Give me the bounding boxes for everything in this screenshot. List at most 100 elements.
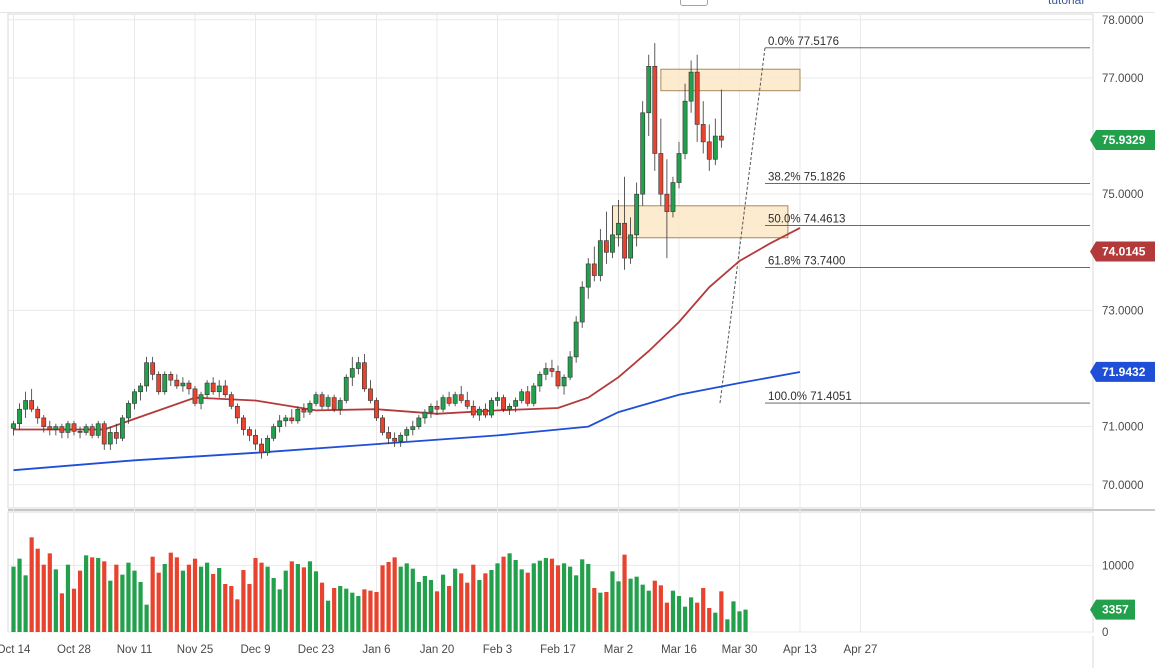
volume-tick-label: 10000	[1102, 560, 1134, 572]
candle-body	[616, 222, 621, 236]
support-zone	[611, 205, 789, 239]
volume-bar	[241, 570, 246, 632]
candle-body	[23, 400, 28, 410]
volume-bar	[301, 567, 306, 632]
candle-body	[392, 437, 398, 442]
candle-body	[567, 356, 573, 378]
candle-body	[126, 403, 131, 419]
volume-bar	[186, 564, 192, 632]
toolbar-control[interactable]	[680, 0, 708, 6]
volume-bar	[568, 566, 573, 632]
volume-bar	[84, 555, 89, 632]
candle-body	[47, 426, 53, 430]
volume-bar	[332, 588, 337, 632]
volume-bar	[592, 588, 597, 632]
volume-bar	[695, 602, 700, 632]
volume-bar	[217, 568, 222, 632]
candle-body	[319, 394, 325, 407]
volume-bar	[519, 569, 524, 632]
volume-badge	[1090, 599, 1135, 620]
volume-bar	[253, 558, 258, 632]
volume-bar	[682, 606, 688, 632]
volume-bar	[725, 619, 730, 632]
volume-bar	[489, 570, 494, 632]
volume-bar	[743, 609, 748, 632]
candle-body	[265, 437, 270, 454]
volume-bar	[313, 571, 319, 632]
candle-body	[71, 423, 77, 432]
volume-bar	[604, 592, 609, 632]
volume-bar	[289, 561, 294, 632]
candle-body	[241, 417, 246, 430]
volume-bar	[507, 553, 512, 632]
candle-body	[398, 435, 404, 442]
candle-body	[688, 71, 694, 102]
volume-bar	[658, 585, 663, 632]
candle-body	[228, 394, 234, 407]
price-tick-label: 70.0000	[1102, 480, 1144, 492]
x-tick-label: Mar 30	[722, 644, 758, 656]
candle-body	[579, 286, 585, 323]
volume-bar	[561, 563, 567, 632]
volume-bar	[404, 563, 409, 632]
volume-bar	[17, 558, 22, 632]
volume-bar	[265, 566, 270, 632]
volume-bar	[386, 562, 391, 632]
candle-body	[138, 385, 143, 393]
volume-bar	[428, 580, 434, 632]
candle-body	[247, 429, 252, 436]
volume-bar	[398, 566, 403, 632]
candle-body	[374, 400, 379, 419]
candle-body	[682, 100, 688, 154]
volume-bar	[646, 590, 651, 632]
volume-bar	[271, 578, 276, 632]
candle-body	[259, 443, 264, 454]
volume-bar	[350, 592, 355, 632]
x-tick-label: Jan 6	[362, 644, 390, 656]
volume-bar	[307, 561, 313, 632]
volume-bar	[229, 586, 234, 632]
volume-bar	[108, 580, 113, 632]
tutorial-link[interactable]: tutorial	[1048, 0, 1085, 7]
candle-body	[718, 135, 724, 141]
volume-bar	[574, 575, 579, 632]
volume-bar	[126, 562, 131, 632]
volume-bar	[549, 558, 555, 632]
candle-body	[89, 426, 95, 436]
volume-bar	[235, 599, 240, 632]
candle-body	[198, 394, 204, 404]
volume-bar	[356, 596, 361, 632]
candle-body	[634, 193, 640, 236]
candle-body	[144, 362, 149, 387]
volume-bar	[65, 564, 71, 632]
candle-body	[192, 388, 198, 404]
candle-body	[83, 426, 89, 433]
volume-bar	[477, 580, 482, 632]
candle-body	[222, 385, 228, 395]
candle-body	[694, 71, 700, 125]
volume-bar	[59, 593, 64, 632]
fib-level-label: 61.8% 73.7400	[768, 255, 845, 267]
candle-body	[337, 400, 343, 410]
candle-body	[458, 394, 464, 401]
volume-bar	[737, 611, 742, 632]
candle-body	[271, 426, 277, 439]
candle-body	[416, 417, 422, 427]
candle-body	[706, 141, 712, 160]
candle-body	[107, 432, 113, 445]
candle-body	[204, 382, 210, 395]
volume-bar	[192, 558, 198, 632]
candle-body	[452, 394, 458, 404]
volume-bar	[676, 596, 682, 632]
candle-body	[162, 374, 168, 393]
candle-body	[470, 405, 476, 416]
volume-bar	[471, 564, 476, 632]
volume-bar	[652, 580, 657, 632]
volume-bar	[205, 562, 210, 632]
candle-body	[150, 362, 156, 375]
candle-body	[482, 408, 488, 416]
candle-body	[513, 400, 519, 407]
volume-bar	[374, 592, 379, 632]
volume-bar	[144, 604, 149, 632]
